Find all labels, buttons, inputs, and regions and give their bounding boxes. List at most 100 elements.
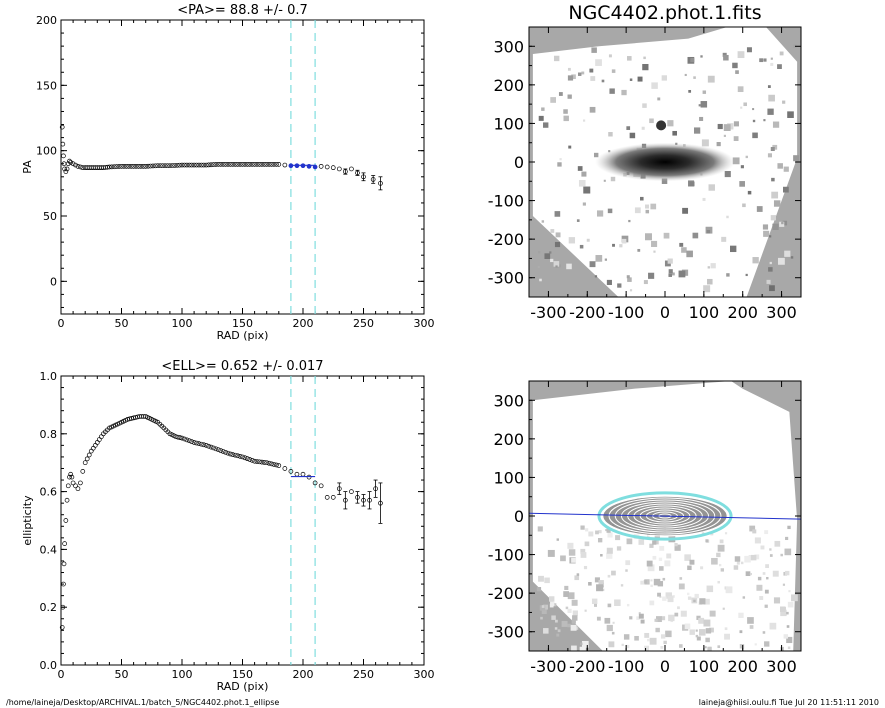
noise-speck [784,548,792,556]
noise-speck [607,208,613,214]
data-point [126,163,132,169]
noise-speck [544,577,550,584]
noise-speck [553,55,560,62]
noise-speck [553,603,557,607]
noise-speck [609,88,615,94]
data-point [232,162,238,167]
noise-speck [626,126,631,130]
noise-speck [595,59,602,66]
noise-speck [732,157,740,165]
data-point [155,163,161,169]
data-point [179,162,185,168]
noise-speck [704,598,710,605]
noise-speck [567,542,574,549]
noise-speck [647,564,655,572]
data-point [300,471,306,477]
data-point [64,497,70,503]
data-point [230,452,236,457]
x-tick-label: -200 [569,303,605,322]
noise-speck [644,645,650,651]
noise-speck [577,72,582,76]
data-point [257,162,262,167]
noise-speck [626,603,630,607]
noise-speck [687,596,692,600]
data-point [276,463,282,468]
noise-speck [706,585,714,593]
noise-speck [786,636,793,644]
noise-speck [769,285,775,292]
noise-speck [724,633,730,640]
data-point [254,162,260,167]
noise-speck [649,637,657,645]
data-point [119,163,124,169]
x-tick-label: 100 [172,668,193,681]
noise-speck [667,120,674,127]
noise-speck [793,155,800,162]
x-tick-label: 200 [727,303,758,322]
data-point [213,446,219,452]
data-point [206,162,211,168]
noise-speck [607,603,612,608]
noise-speck [654,618,658,622]
noise-speck [699,116,704,121]
noise-speck [583,565,588,570]
data-point [145,163,151,169]
noise-speck [607,574,611,578]
noise-speck [657,581,664,587]
noise-speck [649,543,654,548]
data-point [370,177,376,182]
data-point [136,163,141,169]
data-point [218,448,224,453]
noise-speck [793,44,797,49]
x-tick-label: 100 [689,657,720,676]
plot-title: <PA>= 88.8 +/- 0.7 [177,3,308,18]
noise-speck [555,619,558,623]
data-point [254,459,260,464]
y-tick-label: 0 [50,275,57,288]
noise-speck [659,566,664,571]
y-tick-label: -200 [488,230,524,249]
noise-speck [652,540,657,545]
noise-speck [763,58,767,62]
noise-speck [769,261,772,265]
noise-speck [625,560,631,566]
noise-speck [627,56,632,61]
data-point [184,162,190,168]
data-point [189,439,195,444]
noise-speck [591,47,597,53]
x-tick-label: 250 [353,317,374,330]
noise-speck [648,272,655,279]
noise-speck [653,578,661,586]
data-point [312,480,318,486]
data-point [361,174,366,180]
data-point [249,458,255,463]
plot-frame [60,375,425,666]
noise-speck [547,549,555,557]
x-tick-label: -100 [608,657,644,676]
noise-speck [752,132,758,139]
noise-speck [688,89,692,93]
noise-speck [678,270,686,278]
noise-speck [764,530,769,535]
noise-speck [640,619,645,624]
noise-speck [584,609,587,612]
image-title: NGC4402.phot.1.fits [568,2,761,24]
y-tick-label: 100 [493,114,524,133]
data-point [63,518,69,523]
data-point [70,480,76,486]
noise-speck [538,575,544,582]
x-tick-label: 300 [766,657,797,676]
data-point [64,166,70,172]
data-point [84,456,90,462]
data-point [244,456,250,462]
data-point [174,162,180,168]
noise-speck [752,119,756,123]
noise-speck [733,136,739,141]
noise-speck [790,256,794,259]
noise-speck [769,554,773,557]
noise-speck [686,592,690,596]
isophote-contour [608,497,722,535]
noise-speck [667,258,673,264]
noise-speck [566,263,572,270]
noise-speck [764,641,770,647]
